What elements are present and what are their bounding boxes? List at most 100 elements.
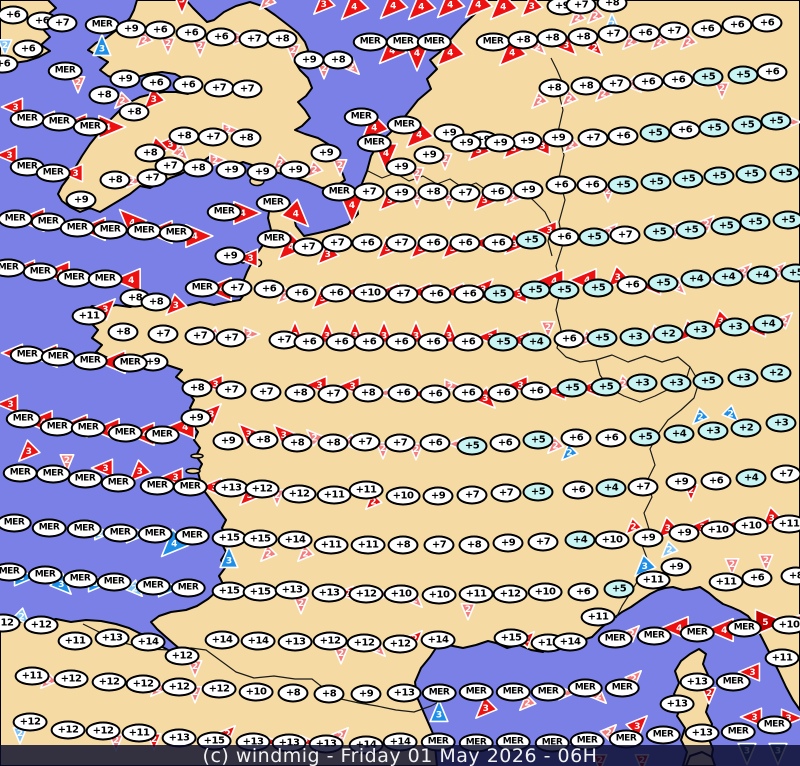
svg-text:3: 3 (516, 290, 522, 300)
svg-text:2: 2 (97, 529, 103, 539)
temperature-marker: +10 (527, 582, 563, 602)
svg-text:3: 3 (751, 713, 757, 723)
svg-text:2: 2 (442, 155, 448, 165)
temperature-marker: +6 (452, 332, 484, 352)
sea-marker: MER (356, 133, 392, 153)
svg-text:3: 3 (483, 704, 489, 714)
temperature-marker: +6 (320, 283, 352, 303)
temperature-marker: +7 (384, 433, 416, 453)
sea-marker: MER (126, 221, 162, 241)
sea-marker: MER (458, 682, 494, 702)
sea-marker: MER (27, 565, 63, 585)
temperature-marker: +3 (697, 421, 729, 441)
svg-text:3: 3 (58, 580, 64, 590)
wind-arrow: 2 (364, 492, 383, 511)
temperature-marker: +9 (511, 131, 543, 151)
svg-text:2: 2 (672, 225, 678, 235)
svg-text:2: 2 (349, 63, 355, 73)
sea-marker: MER (70, 418, 106, 438)
temperature-marker: +15 (242, 582, 278, 602)
temperature-marker: +6 (595, 428, 627, 448)
temperature-marker: +14 (277, 530, 313, 550)
temperature-marker: +6 (385, 332, 417, 352)
wind-arrow: 3 (219, 545, 239, 569)
sea-marker: MER (5, 409, 41, 429)
temperature-marker: +5 (672, 169, 704, 189)
temperature-marker: +5 (710, 216, 742, 236)
temperature-marker: +9 (542, 128, 574, 148)
temperature-marker: +6 (751, 13, 783, 33)
wind-arrow: 2 (560, 89, 579, 108)
temperature-marker: +4 (680, 269, 712, 289)
temperature-marker: +12 (492, 584, 528, 604)
temperature-marker: +5 (643, 222, 675, 242)
temperature-marker: +6 (756, 62, 788, 82)
svg-text:3: 3 (12, 103, 18, 113)
sea-marker: MER (67, 469, 103, 489)
temperature-marker: +6 (607, 126, 639, 146)
sea-marker: MER (567, 678, 603, 698)
temperature-marker: +6 (172, 75, 204, 95)
svg-text:4: 4 (371, 124, 377, 134)
svg-text:3: 3 (381, 332, 387, 342)
temperature-marker: +12 (50, 720, 86, 740)
temperature-marker: +4 (520, 332, 552, 352)
svg-text:4: 4 (349, 201, 355, 211)
wind-arrow: 2 (540, 321, 556, 339)
temperature-marker: +6 (353, 332, 385, 352)
svg-text:4: 4 (105, 123, 111, 133)
temperature-marker: +5 (647, 273, 679, 293)
svg-text:2: 2 (277, 159, 283, 169)
temperature-marker: +6 (419, 384, 451, 404)
svg-text:4: 4 (240, 209, 246, 219)
wind-arrow: 2 (296, 544, 315, 563)
temperature-marker: +7 (154, 156, 186, 176)
temperature-marker: +9 (492, 533, 524, 553)
svg-text:3: 3 (172, 473, 178, 483)
temperature-marker: +9 (214, 246, 246, 266)
temperature-marker: +13 (659, 694, 695, 714)
temperature-marker: +7 (609, 225, 641, 245)
svg-text:2: 2 (45, 677, 51, 687)
ile-oleron (185, 467, 201, 475)
svg-text:2: 2 (132, 585, 138, 595)
temperature-marker: +13 (94, 628, 130, 648)
temperature-marker: +12 (244, 479, 280, 499)
temperature-marker: +9 (665, 472, 697, 492)
temperature-marker: +6 (419, 433, 451, 453)
svg-text:2: 2 (2, 41, 8, 51)
svg-text:2: 2 (311, 433, 317, 443)
temperature-marker: +9 (385, 157, 417, 177)
temperature-marker: +5 (692, 67, 724, 87)
temperature-marker: +6 (632, 72, 664, 92)
svg-text:5: 5 (762, 618, 768, 628)
svg-text:3: 3 (413, 332, 419, 342)
sea-marker: MER (84, 15, 120, 35)
svg-text:2: 2 (447, 382, 453, 392)
wind-arrow: 2 (546, 436, 565, 455)
svg-text:3: 3 (517, 381, 523, 391)
temperature-marker: +8 (536, 28, 568, 48)
temperature-marker: +7 (292, 237, 324, 257)
temperature-marker: +5 (556, 378, 588, 398)
temperature-marker: +8 (118, 102, 150, 122)
svg-text:3: 3 (512, 240, 518, 250)
svg-text:3: 3 (665, 524, 671, 534)
temperature-marker: +7 (349, 432, 381, 452)
svg-text:2: 2 (685, 38, 691, 48)
svg-text:2: 2 (631, 674, 637, 684)
svg-text:3: 3 (349, 382, 355, 392)
temperature-marker: +12 (91, 672, 127, 692)
svg-text:3: 3 (151, 95, 157, 105)
svg-text:2: 2 (620, 380, 626, 390)
temperature-marker: +11 (71, 306, 107, 326)
svg-text:3: 3 (92, 579, 98, 589)
svg-text:2: 2 (706, 689, 712, 699)
svg-text:2: 2 (446, 194, 452, 204)
wind-arrow: 3 (92, 33, 112, 57)
temperature-marker: +5 (456, 436, 488, 456)
sea-marker: MER (174, 526, 210, 546)
svg-text:2: 2 (605, 187, 611, 197)
sea-marker: MER (636, 626, 672, 646)
